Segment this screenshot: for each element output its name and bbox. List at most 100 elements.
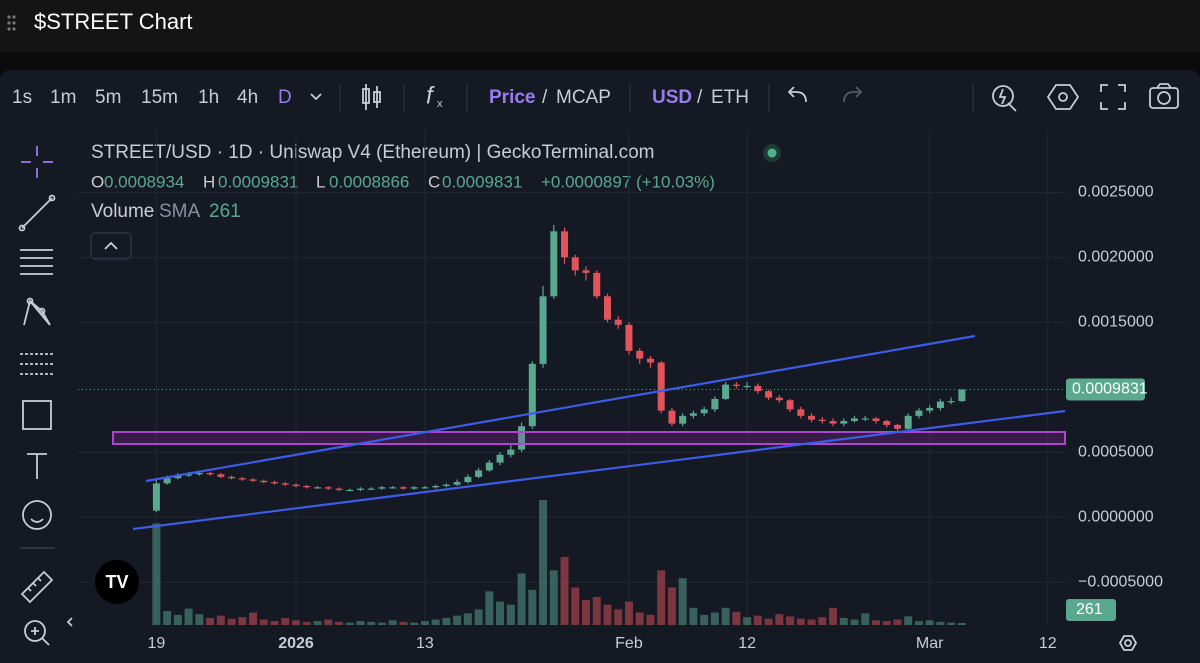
volume-bar — [700, 614, 709, 625]
price-mode-active[interactable]: Price — [489, 87, 535, 108]
candle-body — [765, 391, 773, 398]
alert-icon[interactable] — [992, 85, 1017, 112]
trend-line[interactable] — [132, 409, 1066, 531]
y-tick-label: 0.0000000 — [1078, 508, 1154, 525]
candle-body — [582, 270, 590, 273]
interval[interactable]: 1h — [198, 87, 219, 108]
volume-bar — [313, 621, 322, 625]
drag-handle[interactable] — [7, 15, 16, 31]
volume-bar — [442, 617, 451, 625]
volume-bar — [732, 611, 741, 625]
axis-settings[interactable] — [1118, 635, 1138, 651]
candle-body — [550, 231, 558, 297]
y-tick-label: 0.0015000 — [1078, 314, 1154, 331]
fullscreen-icon[interactable] — [1100, 84, 1126, 110]
volume-bar — [474, 609, 483, 625]
candle-body — [732, 384, 740, 386]
candle-body — [926, 408, 934, 411]
logo: TV — [95, 560, 139, 604]
settings-icon[interactable] — [1058, 92, 1068, 102]
candle-body — [496, 454, 504, 463]
volume-bar — [206, 617, 215, 625]
volume-bar — [635, 612, 644, 625]
x-tick-label: 19 — [148, 635, 166, 652]
volume-bar — [388, 620, 397, 625]
indicators-icon[interactable]: f — [426, 82, 435, 109]
interval-active[interactable]: D — [278, 87, 292, 108]
candle-body — [346, 489, 354, 492]
collapse-button[interactable] — [90, 232, 132, 260]
candle-body — [679, 415, 687, 424]
candle-body — [947, 401, 955, 403]
candle-body — [840, 421, 848, 424]
indicators-icon[interactable]: x — [437, 98, 443, 110]
candle-body — [281, 483, 289, 485]
volume-bar — [302, 621, 311, 625]
svg-text:TV: TV — [105, 572, 128, 592]
volume-bar — [614, 609, 623, 625]
volume-bar — [324, 619, 333, 625]
volume-bar — [710, 612, 719, 625]
volume-bar — [581, 600, 590, 625]
volume-bar — [356, 621, 365, 625]
candle-body — [603, 296, 611, 320]
volume-bar — [259, 619, 268, 625]
zone-drawing[interactable] — [112, 431, 1066, 445]
candle-body — [464, 476, 472, 483]
volume-bar — [560, 557, 569, 625]
collapse-button[interactable] — [104, 241, 118, 250]
interval[interactable]: 1m — [50, 87, 76, 108]
candle-body — [260, 480, 268, 483]
volume-bar — [775, 614, 784, 625]
drawing-tools[interactable] — [18, 146, 73, 646]
interval[interactable]: 15m — [141, 87, 178, 108]
settings-icon[interactable] — [1046, 84, 1080, 110]
candle-body — [389, 487, 397, 489]
volume-bar — [957, 622, 966, 625]
currency-active[interactable]: USD — [652, 87, 692, 108]
candle-body — [195, 472, 203, 475]
ohlc-value: 0.0009831 — [442, 172, 522, 191]
price-mode[interactable]: MCAP — [556, 87, 611, 108]
candle-body — [571, 257, 579, 271]
volume-bar — [914, 621, 923, 625]
volume-bar — [743, 617, 752, 625]
interval[interactable]: 1s — [12, 87, 32, 108]
interval[interactable]: 4h — [237, 87, 258, 108]
ohlc-key: C — [428, 172, 440, 191]
undo[interactable] — [787, 86, 807, 103]
candles-icon[interactable] — [362, 84, 381, 110]
volume-bar — [936, 621, 945, 625]
candle-body — [689, 413, 697, 416]
volume-box — [1066, 599, 1116, 621]
volume-bar — [367, 621, 376, 625]
candle-body — [797, 409, 805, 416]
candle-body — [271, 482, 279, 484]
plot: 0.0025000 0.0020000 0.0015000 0.0005000 0.00… — [78, 130, 1163, 652]
volume-bar — [227, 618, 236, 625]
volume-bar — [238, 617, 247, 625]
redo[interactable] — [843, 86, 863, 103]
separators — [339, 84, 974, 112]
candle-body — [915, 410, 923, 416]
candle-body — [561, 231, 569, 258]
candle-body — [614, 319, 622, 325]
volume-bar — [463, 613, 472, 625]
volume-bar — [624, 601, 633, 625]
trend-line[interactable] — [145, 334, 976, 483]
candle-body — [367, 488, 375, 490]
live-indicator — [767, 148, 777, 158]
candle-body — [743, 385, 751, 388]
interval-menu[interactable] — [310, 93, 322, 101]
volume-bar — [549, 570, 558, 625]
screenshot-icon[interactable] — [1149, 83, 1179, 109]
volume-bar — [603, 604, 612, 625]
candle-body — [883, 421, 891, 425]
interval[interactable]: 5m — [95, 87, 121, 108]
change-value: +0.0000897 (+10.03%) — [541, 172, 715, 191]
currency[interactable]: ETH — [711, 87, 749, 108]
volume-bar — [539, 500, 548, 625]
candle-body — [185, 474, 193, 476]
candle-body — [378, 487, 386, 489]
